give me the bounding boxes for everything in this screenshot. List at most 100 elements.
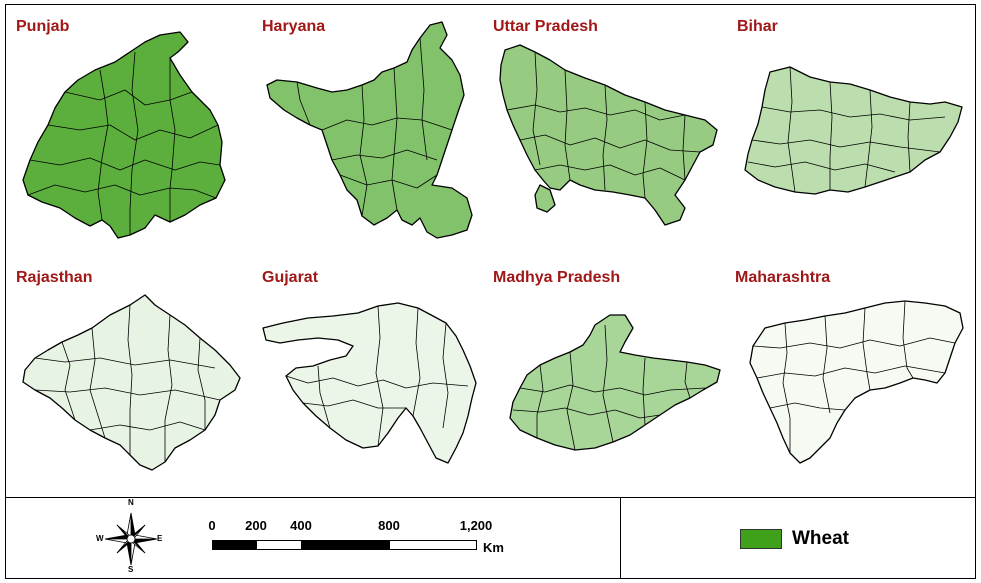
district-boundary (512, 407, 661, 419)
bihar-map-svg (744, 66, 963, 195)
punjab-map-svg (22, 31, 226, 239)
uttar-pradesh-map (495, 40, 725, 230)
district-boundary (862, 307, 871, 391)
district-boundary (902, 300, 914, 379)
district-boundary (756, 365, 946, 379)
district-boundary (64, 89, 193, 106)
state-boundary (499, 44, 718, 226)
rajasthan-map-svg (22, 294, 241, 471)
state-boundary (744, 66, 963, 195)
district-boundary (89, 421, 206, 431)
district-boundary (61, 341, 76, 421)
state-label-maharashtra: Maharashtra (735, 269, 831, 286)
uttar-pradesh-map-svg (499, 44, 718, 226)
state-boundary (749, 300, 964, 464)
rajasthan-map (20, 290, 245, 475)
district-boundary (769, 402, 846, 411)
scale-segment-light (389, 540, 477, 550)
state-boundary (509, 314, 721, 451)
scale-segment-dark (301, 540, 390, 550)
district-boundary (129, 51, 139, 235)
state-label-uttar-pradesh: Uttar Pradesh (493, 18, 598, 35)
district-boundary (761, 106, 946, 121)
district-boundary (642, 357, 646, 426)
scale-unit-label: Km (483, 540, 504, 555)
district-boundary (97, 69, 109, 221)
maharashtra-map-svg (749, 300, 964, 464)
scale-bar: 0 200 400 800 1,200 Km (205, 518, 515, 568)
state-label-punjab: Punjab (16, 18, 70, 35)
district-boundary (907, 101, 911, 173)
state-boundary (266, 21, 473, 239)
district-boundary (359, 84, 368, 217)
gujarat-map-svg (262, 302, 477, 464)
scale-tick-label: 0 (208, 518, 216, 533)
district-boundary (536, 364, 544, 438)
state-label-gujarat: Gujarat (262, 269, 319, 286)
district-boundary (169, 58, 176, 222)
madhya-pradesh-map-svg (509, 314, 721, 451)
map-frame (5, 4, 976, 579)
compass-north-label: N (128, 498, 134, 507)
state-boundary (534, 184, 556, 213)
district-boundary (442, 322, 449, 429)
district-boundary (534, 164, 686, 181)
district-boundary (34, 387, 221, 401)
district-boundary (519, 134, 701, 153)
district-boundary (829, 81, 833, 190)
district-boundary (532, 51, 541, 166)
legend-label-wheat: Wheat (792, 528, 849, 549)
district-boundary (296, 81, 311, 126)
district-boundary (127, 304, 133, 455)
district-boundary (506, 104, 686, 121)
district-boundary (27, 184, 217, 199)
gujarat-map (258, 298, 488, 468)
punjab-map (20, 30, 240, 242)
state-label-madhya-pradesh: Madhya Pradesh (493, 269, 621, 286)
compass-rose-icon (104, 512, 158, 566)
scale-tick-label: 200 (245, 518, 267, 533)
district-boundary (47, 124, 219, 141)
district-boundary (602, 324, 614, 443)
district-boundary (391, 67, 398, 211)
bihar-map (740, 62, 965, 202)
district-boundary (317, 365, 331, 429)
district-boundary (412, 307, 421, 417)
scale-tick-label: 1,200 (459, 518, 493, 533)
scale-tick-label: 800 (378, 518, 400, 533)
district-boundary (642, 101, 648, 199)
district-boundary (684, 361, 691, 399)
district-boundary (787, 66, 796, 193)
compass-east-label: E (157, 534, 163, 543)
district-boundary (564, 69, 571, 181)
compass-rose: N S E W (96, 498, 164, 574)
district-boundary (164, 314, 173, 462)
state-label-haryana: Haryana (262, 18, 326, 35)
district-boundary (34, 357, 216, 369)
district-boundary (602, 84, 608, 191)
district-boundary (89, 327, 106, 439)
haryana-map (262, 20, 477, 245)
district-boundary (321, 117, 453, 131)
district-boundary (752, 337, 956, 349)
state-label-bihar: Bihar (737, 18, 778, 35)
district-boundary (419, 37, 428, 161)
district-boundary (822, 315, 831, 414)
legend: Wheat (740, 524, 849, 554)
scale-segment-light (256, 540, 302, 550)
district-boundary (864, 89, 873, 188)
compass-south-label: S (128, 565, 134, 574)
madhya-pradesh-map (505, 310, 725, 455)
district-boundary (197, 337, 206, 430)
district-boundary (519, 384, 706, 396)
scale-tick-label: 400 (290, 518, 312, 533)
state-boundary (22, 31, 226, 239)
district-boundary (302, 399, 406, 409)
district-boundary (566, 351, 576, 451)
district-boundary (782, 322, 791, 453)
district-boundary (331, 149, 438, 161)
state-label-rajasthan: Rajasthan (16, 269, 93, 286)
district-boundary (285, 375, 469, 389)
district-boundary (751, 139, 941, 153)
district-boundary (747, 161, 896, 173)
